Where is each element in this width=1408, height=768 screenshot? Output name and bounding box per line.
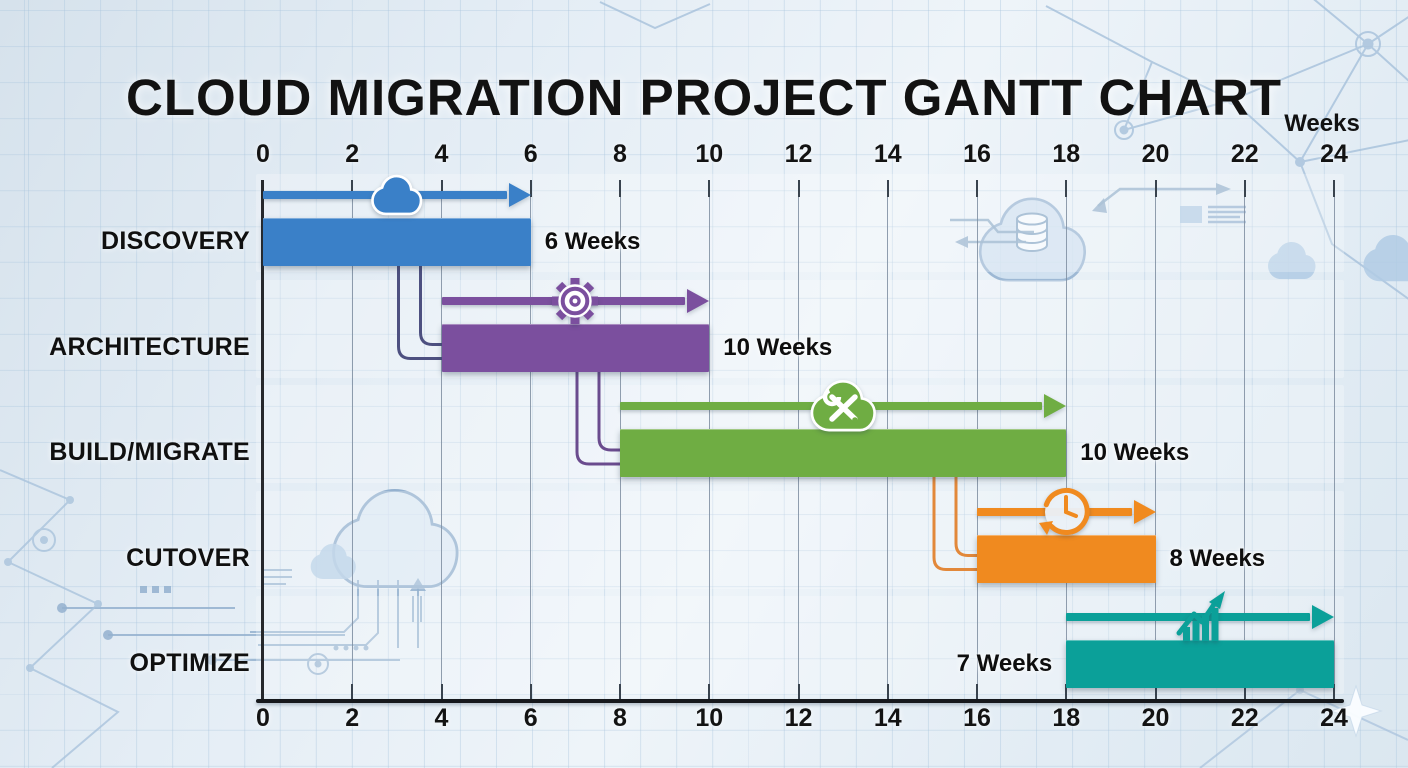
- tick-label-bottom: 2: [345, 704, 360, 732]
- axis-tick-bottom: [1243, 684, 1246, 699]
- gantt-bar: [1066, 640, 1334, 688]
- tick-label-bottom: 16: [963, 704, 991, 732]
- row-band: [256, 279, 1344, 378]
- axis-tick-top: [708, 180, 711, 197]
- gridline: [1244, 180, 1246, 700]
- sparkle-decoration: [1199, 684, 1408, 768]
- axis-tick-bottom: [529, 684, 532, 699]
- gridline: [1065, 180, 1067, 700]
- tick-label-top: 12: [784, 140, 813, 168]
- tick-label-top: 10: [695, 140, 724, 168]
- duration-label: 6 Weeks: [544, 228, 641, 255]
- duration-label: 10 Weeks: [1080, 439, 1190, 466]
- task-row-label: DISCOVERY: [100, 227, 250, 255]
- tick-label-bottom: 12: [784, 704, 813, 732]
- axis-tick-top: [351, 180, 354, 197]
- circuit-cloud-decoration: [57, 488, 459, 675]
- task-arrowhead: [1044, 394, 1067, 418]
- tick-label-top: 14: [873, 140, 902, 168]
- axis-tick-top: [1243, 180, 1246, 197]
- axis-tick-bottom: [708, 684, 711, 699]
- gantt-bar: [977, 534, 1156, 583]
- duration-label: 7 Weeks: [956, 650, 1053, 677]
- task-arrowhead: [687, 288, 710, 313]
- tick-label-top: 6: [523, 140, 538, 168]
- gantt-bar: [263, 218, 531, 266]
- tick-label-bottom: 22: [1230, 704, 1259, 732]
- task-row-label: CUTOVER: [126, 543, 250, 572]
- axis-tick-top: [619, 180, 621, 197]
- axis-tick-bottom: [797, 684, 800, 699]
- tick-label-top: 0: [256, 140, 270, 168]
- gridline: [1333, 180, 1335, 700]
- tick-label-bottom: 10: [695, 704, 724, 732]
- tick-label-bottom: 0: [256, 704, 270, 732]
- axis-tick-bottom: [1333, 684, 1335, 699]
- cloud-icon: [365, 172, 429, 223]
- gantt-bar: [441, 323, 710, 372]
- task-arrowhead: [1133, 499, 1156, 524]
- axis-tick-bottom: [1065, 684, 1068, 699]
- tick-label-bottom: 14: [873, 704, 902, 732]
- axis-tick-bottom: [351, 684, 354, 699]
- tick-label-bottom: 8: [613, 704, 627, 732]
- tick-label-top: 8: [613, 140, 627, 168]
- axis-tick-top: [1333, 180, 1335, 197]
- gridline: [351, 180, 353, 700]
- task-arrow: [1066, 613, 1310, 621]
- tick-label-bottom: 4: [434, 704, 449, 732]
- tick-label-top: 18: [1052, 140, 1081, 168]
- chart-title: CLOUD MIGRATION PROJECT GANTT CHART: [125, 69, 1282, 127]
- task-row-label: ARCHITECTURE: [49, 332, 250, 361]
- axis-tick-top: [1065, 180, 1068, 197]
- gear-icon: [546, 272, 604, 335]
- growth-chart-icon: [1171, 589, 1229, 650]
- axis-tick-bottom: [619, 684, 621, 699]
- duration-label: 8 Weeks: [1169, 544, 1266, 572]
- duration-label: 10 Weeks: [723, 333, 833, 361]
- task-arrowhead: [508, 183, 531, 207]
- task-row-label: OPTIMIZE: [129, 649, 250, 677]
- tick-label-bottom: 24: [1320, 704, 1348, 732]
- document-lines-decoration: [1180, 205, 1246, 224]
- clock-history-icon: [1035, 481, 1097, 548]
- tick-label-top: 24: [1320, 140, 1348, 168]
- cloud-tools-icon: [804, 376, 883, 441]
- network-nodes-decoration: [599, 0, 1408, 300]
- axis-tick-bottom: [886, 684, 889, 699]
- cloud-database-decoration: [950, 183, 1408, 282]
- tick-label-top: 2: [345, 140, 360, 168]
- axis-tick-top: [976, 180, 978, 197]
- task-arrowhead: [1312, 605, 1334, 629]
- axis-unit-label: Weeks: [1284, 110, 1360, 137]
- gantt-bar: [620, 429, 1067, 477]
- tick-label-top: 20: [1141, 140, 1170, 168]
- axis-tick-top: [1154, 180, 1157, 197]
- gridline: [441, 180, 442, 700]
- row-band: [256, 490, 1344, 589]
- x-axis-origin-line: [261, 180, 264, 700]
- axis-tick-top: [797, 180, 800, 197]
- tick-label-bottom: 6: [523, 704, 538, 732]
- axis-tick-top: [529, 180, 532, 197]
- axis-tick-bottom: [976, 684, 978, 699]
- tick-label-top: 16: [963, 140, 991, 168]
- task-row-label: BUILD/MIGRATE: [49, 438, 250, 466]
- tick-label-bottom: 18: [1052, 704, 1081, 732]
- x-axis-line: [256, 699, 1344, 703]
- axis-tick-bottom: [440, 684, 443, 699]
- tick-label-top: 4: [434, 140, 449, 168]
- axis-tick-top: [440, 180, 443, 197]
- gridline: [1155, 180, 1156, 700]
- tick-label-bottom: 20: [1141, 704, 1170, 732]
- axis-tick-top: [886, 180, 889, 197]
- axis-tick-bottom: [1154, 684, 1157, 699]
- mesh-decoration: [0, 469, 120, 768]
- gridline: [530, 180, 532, 700]
- tick-label-top: 22: [1230, 140, 1259, 168]
